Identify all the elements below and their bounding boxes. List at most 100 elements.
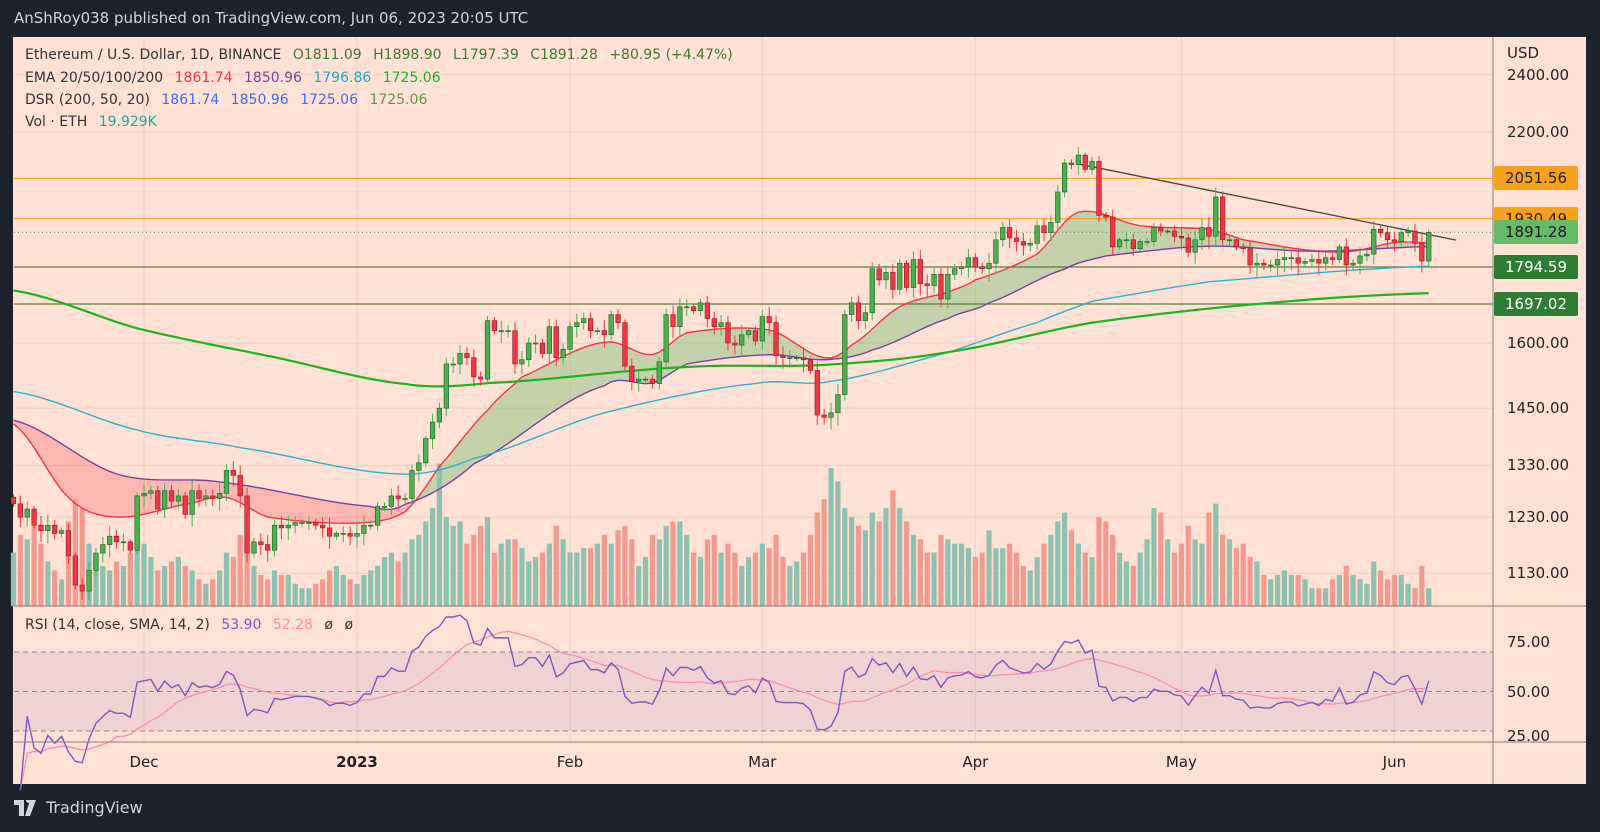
volume-bar — [1123, 561, 1130, 606]
ema-100-line — [13, 265, 1429, 475]
candle-body — [223, 470, 230, 494]
candle — [402, 493, 408, 505]
price-tick-label: 2400.00 — [1507, 65, 1570, 84]
volume-bar — [773, 534, 779, 606]
candle — [175, 489, 181, 510]
legend-volume-row[interactable]: Vol · ETH 19.929K — [25, 114, 164, 130]
candle — [993, 231, 999, 274]
candle-body — [649, 378, 656, 384]
candle-body — [1000, 227, 1006, 241]
volume-bar — [1261, 574, 1267, 606]
candle — [656, 356, 662, 390]
candle-body — [601, 330, 607, 336]
candle-body — [704, 302, 710, 319]
candle — [1020, 232, 1026, 256]
volume-bar — [285, 574, 291, 606]
candle — [1165, 228, 1171, 235]
volume-value: 19.929K — [98, 114, 157, 130]
rsi-pane — [14, 614, 1493, 791]
candle-body — [1130, 239, 1136, 249]
candle-body — [244, 495, 250, 554]
candle — [189, 480, 195, 527]
volume-bar — [52, 570, 58, 606]
volume-bar — [436, 463, 443, 606]
volume-bar — [1268, 579, 1274, 606]
tradingview-logo[interactable]: TradingView — [14, 798, 143, 817]
candle — [1391, 231, 1397, 252]
candle — [168, 484, 175, 509]
candle — [368, 521, 374, 531]
volume-bar — [567, 552, 573, 606]
candle-body — [1123, 239, 1130, 242]
candle — [1206, 217, 1212, 249]
candle-body — [100, 544, 106, 554]
candle — [1398, 229, 1404, 246]
candle — [1089, 157, 1095, 175]
legend-ema-row[interactable]: EMA 20/50/100/200 1861.74 1850.96 1796.8… — [25, 70, 448, 86]
candle — [1309, 254, 1315, 268]
candle-body — [1309, 259, 1315, 262]
candle — [1247, 241, 1253, 274]
volume-bar — [1405, 583, 1411, 606]
resistance-price-badge: 2051.56 — [1494, 166, 1578, 191]
candle — [1007, 219, 1013, 249]
volume-bar — [800, 552, 807, 606]
volume-bar — [897, 508, 903, 606]
date-tick-label: May — [1165, 753, 1197, 771]
candle-body — [423, 438, 429, 464]
candle — [31, 506, 37, 529]
candle-body — [615, 314, 621, 323]
candle — [574, 313, 580, 338]
volume-bar — [155, 570, 161, 606]
candle — [1158, 223, 1164, 237]
candle-body — [409, 470, 415, 499]
volume-bar — [594, 543, 601, 606]
volume-bar — [862, 530, 868, 606]
candle-body — [1213, 196, 1219, 237]
candle-body — [862, 312, 868, 321]
candle-body — [333, 533, 339, 537]
candle-body — [800, 357, 807, 361]
volume-bar — [1206, 512, 1212, 606]
volume-bar — [876, 521, 882, 606]
candle-body — [1336, 246, 1343, 260]
candle — [210, 489, 216, 506]
volume-bar — [464, 543, 470, 606]
volume-bar — [1254, 561, 1260, 606]
symbol-title[interactable]: Ethereum / U.S. Dollar, 1D, BINANCE — [25, 47, 282, 63]
volume-bar — [292, 583, 298, 606]
candle — [100, 537, 106, 563]
candle — [436, 402, 443, 429]
legend-rsi-row[interactable]: RSI (14, close, SMA, 14, 2) 53.90 52.28 … — [25, 617, 360, 633]
candle — [1371, 221, 1377, 265]
volume-bar — [258, 574, 264, 606]
candle — [86, 562, 92, 601]
candle-body — [807, 359, 814, 371]
candle-body — [1075, 154, 1081, 165]
candle — [464, 347, 470, 365]
candle — [10, 494, 17, 507]
candle-body — [821, 414, 827, 418]
volume-bar — [1144, 539, 1150, 606]
candle — [601, 320, 607, 348]
volume-bar — [333, 565, 339, 606]
volume-bar — [38, 543, 44, 606]
candle-body — [794, 357, 800, 359]
volume-bar — [223, 552, 230, 606]
candle-body — [684, 306, 690, 309]
candle — [924, 274, 930, 298]
candle-body — [1116, 239, 1123, 248]
brand-name: TradingView — [46, 798, 143, 817]
ema200-value: 1725.06 — [382, 70, 441, 86]
legend-dsr-row[interactable]: DSR (200, 50, 20) 1861.74 1850.96 1725.0… — [25, 92, 434, 108]
candle — [828, 402, 834, 430]
volume-bar — [478, 525, 484, 606]
volume-bar — [196, 579, 202, 606]
rsi-line — [19, 614, 1430, 791]
candle — [1041, 218, 1047, 242]
candle — [711, 311, 717, 335]
candle — [903, 260, 910, 291]
candle-body — [1226, 239, 1233, 242]
volume-bar — [1062, 512, 1068, 606]
